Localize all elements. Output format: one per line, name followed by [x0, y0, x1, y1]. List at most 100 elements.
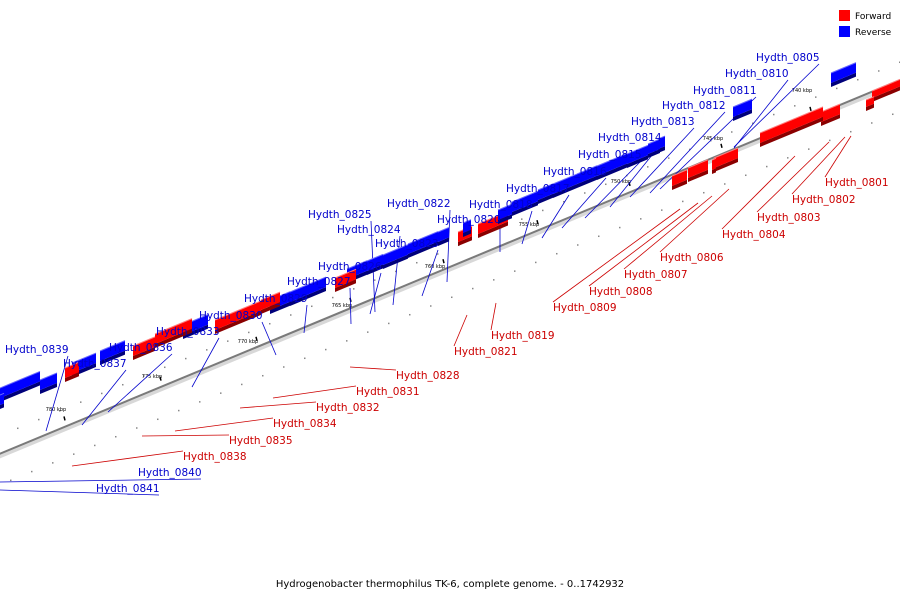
gene-block [408, 231, 438, 254]
gene-shadow [133, 346, 155, 360]
gene-highlight [671, 169, 688, 177]
gene-hydth_0814[interactable] [596, 153, 628, 180]
kbp-tick-label: 745 kbp [703, 136, 723, 142]
gene-block [553, 174, 577, 194]
gene-hydth_0822[interactable] [462, 219, 472, 237]
leader-line [659, 188, 730, 253]
gene-label: Hydth_0801 [825, 177, 889, 189]
gene-hydth_0802[interactable] [865, 96, 875, 111]
kbp-tick-mark [720, 143, 723, 148]
gene-hydth_0804[interactable] [759, 106, 824, 147]
gene-hydth_0817[interactable] [537, 183, 554, 204]
gene-hydth_0832[interactable] [214, 300, 262, 334]
legend-label-forward: Forward [855, 12, 891, 22]
gene-hydth_0831[interactable] [260, 291, 281, 314]
legend-label-reverse: Reverse [855, 28, 892, 38]
gene-hydth_0825[interactable] [382, 244, 409, 269]
gene-shadow [183, 324, 208, 339]
gene-block [100, 340, 125, 361]
gene-hydth_0808[interactable] [687, 159, 709, 182]
gene-block [383, 244, 408, 265]
gene-highlight [154, 318, 193, 335]
gene-shadow [438, 237, 449, 246]
gene-hydth_0818[interactable] [511, 190, 539, 216]
gene-highlight [132, 336, 156, 347]
gene-label: Hydth_0822 [387, 198, 451, 210]
gene-label: Hydth_0820 [437, 214, 501, 226]
gene-label: Hydth_0812 [662, 100, 726, 112]
sequence-dots [10, 61, 900, 482]
kbp-tick-mark [628, 181, 631, 187]
gene-block [261, 292, 280, 310]
gene-block [688, 159, 708, 178]
gene-highlight [64, 361, 80, 369]
gene-hydth_0801[interactable] [871, 78, 900, 102]
gene-label: Hydth_0827 [287, 276, 351, 288]
gene-highlight [711, 157, 717, 161]
leader-line [446, 209, 451, 283]
gene-label: Hydth_0839 [5, 344, 69, 356]
gene-block [712, 158, 716, 170]
leader-line [552, 208, 681, 303]
gene-hydth_0840[interactable] [0, 370, 41, 402]
kbp-tick: 775 kbp [142, 374, 162, 381]
gene-label: Hydth_0840 [138, 467, 202, 479]
leader-line [81, 369, 127, 426]
gene-highlight [830, 62, 857, 74]
gene-hydth_0829[interactable] [289, 276, 327, 306]
gene-hydth_0828[interactable] [334, 268, 357, 292]
gene-block [627, 145, 648, 164]
gene-highlight [0, 370, 41, 389]
gene-block [538, 183, 553, 200]
gene-shadow [538, 193, 553, 204]
gene-block [215, 300, 261, 330]
gene-shadow [463, 229, 471, 237]
gene-hydth_0816[interactable] [552, 173, 578, 198]
gene-hydth_0807[interactable] [711, 157, 717, 174]
gene-hydth_0834[interactable] [154, 318, 193, 348]
gene-hydth_0809[interactable] [671, 169, 688, 190]
gene-hydth_0803[interactable] [820, 103, 841, 126]
gene-label: Hydth_0832 [316, 402, 380, 414]
gene-hydth_0841[interactable] [0, 392, 5, 409]
gene-hydth_0813[interactable] [626, 144, 649, 168]
gene-hydth_0815[interactable] [576, 165, 598, 188]
gene-label: Hydth_0828 [396, 370, 460, 382]
leader-line [369, 272, 382, 315]
gene-shadow [383, 254, 408, 269]
gene-label: Hydth_0817 [506, 183, 570, 195]
gene-hydth_0810[interactable] [732, 98, 753, 121]
gene-hydth_0838[interactable] [64, 361, 80, 382]
gene-hydth_0839[interactable] [39, 372, 58, 394]
gene-hydth_0836[interactable] [99, 340, 126, 365]
gene-highlight [0, 392, 5, 396]
gene-shadow [100, 350, 125, 365]
gene-shadow [478, 221, 508, 238]
gene-hydth_0823[interactable] [437, 226, 450, 246]
gene-hydth_0835[interactable] [132, 336, 156, 360]
gene-highlight [687, 159, 709, 169]
gene-label: Hydth_0836 [109, 342, 173, 354]
leader-line [107, 353, 173, 413]
kbp-tick: 770 kbp [238, 336, 258, 345]
gene-hydth_0820[interactable] [497, 203, 513, 224]
gene-highlight [511, 190, 539, 203]
gene-highlight [552, 173, 578, 185]
gene-shadow [65, 372, 79, 382]
gene-hydth_0826[interactable] [366, 253, 384, 275]
gene-highlight [713, 147, 739, 159]
gene-hydth_0824[interactable] [407, 231, 439, 258]
gene-hydth_0806[interactable] [713, 147, 739, 172]
gene-hydth_0805[interactable] [830, 62, 857, 87]
gene-label: Hydth_0835 [229, 435, 293, 447]
gene-label: Hydth_0815 [578, 149, 642, 161]
gene-label: Hydth_0805 [756, 52, 820, 64]
gene-hydth_0812[interactable] [647, 138, 661, 158]
gene-label: Hydth_0837 [63, 358, 127, 370]
gene-label: Hydth_0821 [454, 346, 518, 358]
gene-block [498, 204, 512, 220]
kbp-tick-mark [442, 258, 445, 264]
kbp-tick-mark [536, 219, 539, 225]
gene-label: Hydth_0813 [631, 116, 695, 128]
gene-label: Hydth_0823 [375, 238, 439, 250]
